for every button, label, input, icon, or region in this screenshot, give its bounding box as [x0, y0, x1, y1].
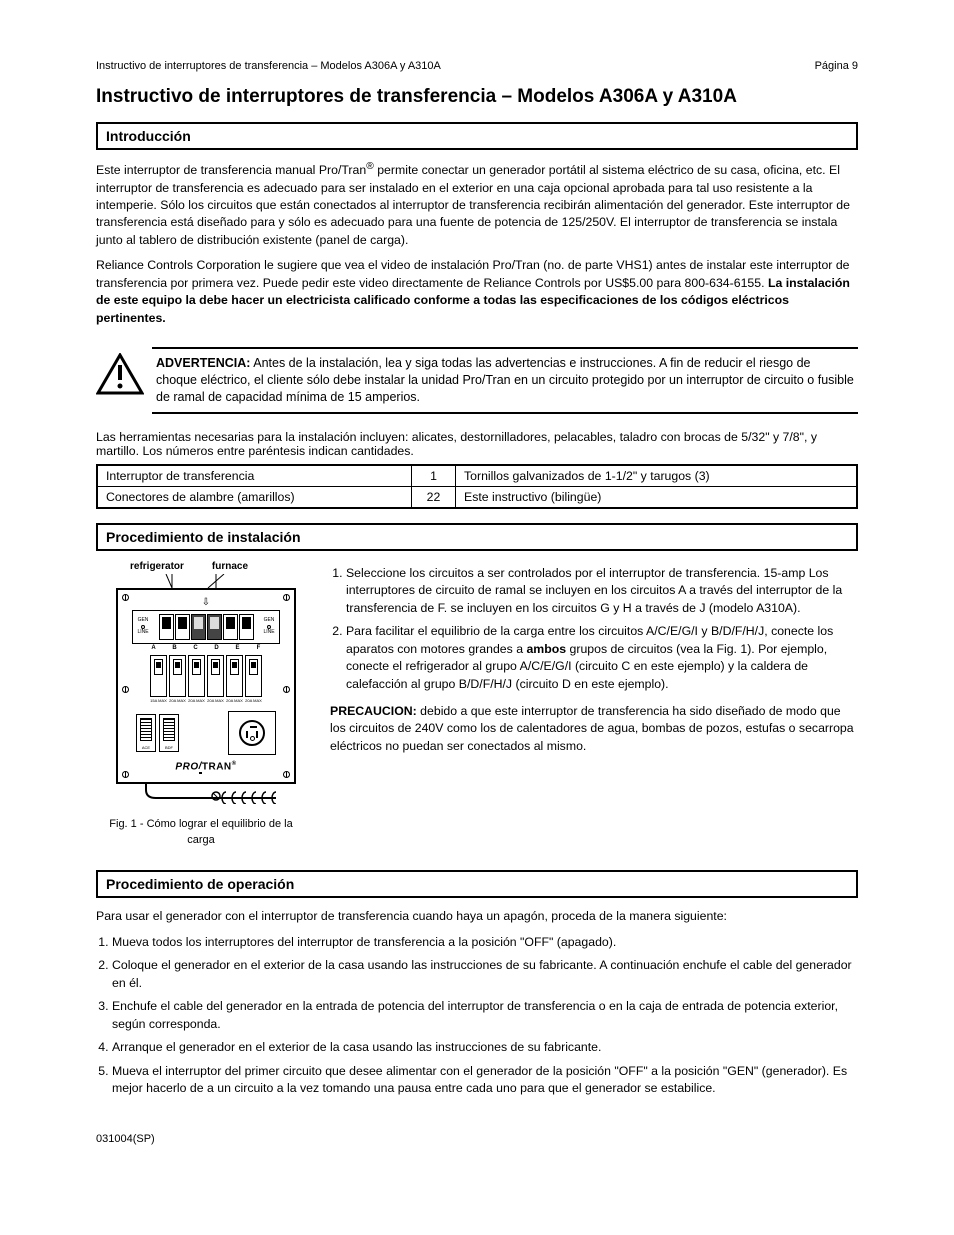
screw-icon — [122, 771, 129, 778]
switch — [159, 614, 174, 640]
breaker-row — [132, 655, 280, 697]
lower-row: ACE BDF — [136, 711, 276, 755]
screw-icon — [122, 594, 129, 601]
switch-row: GEN LINE GEN LIN — [132, 610, 280, 644]
figure-column: refrigerator furnace ⇩ — [96, 561, 306, 857]
header-left: Instructivo de interruptores de transfer… — [96, 60, 441, 72]
table-cell: Conectores de alambre (amarillos) — [97, 486, 412, 508]
intro-paragraph-1: Este interruptor de transferencia manual… — [96, 160, 858, 249]
label-refrigerator: refrigerator — [130, 561, 184, 572]
conduit-icon — [116, 782, 306, 809]
section-intro: Introducción — [96, 122, 858, 150]
label-furnace: furnace — [212, 561, 248, 572]
op-step: Enchufe el cable del generador en la ent… — [112, 998, 858, 1033]
install-text-column: Seleccione los circuitos a ser controlad… — [330, 561, 858, 857]
breaker — [226, 655, 243, 697]
brand-label: PRO/TRAN® — [126, 761, 286, 772]
screw-icon — [283, 686, 290, 693]
table-cell: Este instructivo (bilingüe) — [456, 486, 858, 508]
figure-row: refrigerator furnace ⇩ — [96, 561, 858, 857]
op-step: Coloque el generador en el exterior de l… — [112, 957, 858, 992]
switch — [239, 614, 254, 640]
meter: BDF — [159, 714, 179, 752]
header-right: Página 9 — [815, 60, 858, 72]
install-step-1: Seleccione los circuitos a ser controlad… — [346, 565, 858, 617]
leader-line-svg — [116, 574, 296, 588]
section-operation: Procedimiento de operación — [96, 870, 858, 898]
table-cell: Interruptor de transferencia — [97, 465, 412, 487]
table-row: Conectores de alambre (amarillos) 22 Est… — [97, 486, 857, 508]
intro-paragraph-2: Reliance Controls Corporation le sugiere… — [96, 257, 858, 327]
switch-letter-row: A B C D E F — [146, 645, 266, 651]
op-step: Arranque el generador en el exterior de … — [112, 1039, 858, 1056]
breaker-amp-row: 15A MAX 20A MAX 20A MAX 20A MAX 20A MAX … — [126, 699, 286, 703]
meter: ACE — [136, 714, 156, 752]
operation-intro: Para usar el generador con el interrupto… — [96, 908, 858, 925]
switch — [191, 614, 206, 640]
switch-side-left: GEN LINE — [136, 618, 150, 635]
section-install: Procedimiento de instalación — [96, 523, 858, 551]
power-inlet-icon — [239, 720, 265, 746]
switch — [207, 614, 222, 640]
install-steps: Seleccione los circuitos a ser controlad… — [330, 565, 858, 693]
meters: ACE BDF — [136, 714, 179, 752]
screw-icon — [283, 594, 290, 601]
breaker — [207, 655, 224, 697]
power-inlet-box — [228, 711, 276, 755]
figure-leader-labels: refrigerator furnace — [96, 561, 306, 572]
warning-text: ADVERTENCIA: Antes de la instalación, le… — [152, 347, 858, 414]
table-cell: 22 — [412, 486, 456, 508]
arrow-down-icon: ⇩ — [126, 598, 286, 608]
breaker — [188, 655, 205, 697]
switches-group — [159, 614, 254, 640]
breaker — [150, 655, 167, 697]
operation-steps: Mueva todos los interruptores del interr… — [96, 934, 858, 1098]
tools-text: Las herramientas necesarias para la inst… — [96, 430, 858, 458]
breaker — [245, 655, 262, 697]
transfer-switch-panel: ⇩ GEN LINE — [116, 588, 296, 784]
document-title: Instructivo de interruptores de transfer… — [96, 86, 858, 108]
checklist-table: Interruptor de transferencia 1 Tornillos… — [96, 464, 858, 509]
table-cell: Tornillos galvanizados de 1-1/2" y tarug… — [456, 465, 858, 487]
screw-icon — [122, 686, 129, 693]
page: Instructivo de interruptores de transfer… — [0, 0, 954, 1185]
footer-code: 031004(SP) — [96, 1133, 858, 1145]
table-row: Interruptor de transferencia 1 Tornillos… — [97, 465, 857, 487]
op-step: Mueva todos los interruptores del interr… — [112, 934, 858, 951]
switch — [175, 614, 190, 640]
install-step-2: Para facilitar el equilibrio de la carga… — [346, 623, 858, 693]
caution-block: PRECAUCION: debido a que este interrupto… — [330, 703, 858, 755]
breaker — [169, 655, 186, 697]
op-step: Mueva el interruptor del primer circuito… — [112, 1063, 858, 1098]
table-cell: 1 — [412, 465, 456, 487]
warning-icon — [96, 347, 152, 395]
figure-caption: Fig. 1 - Cómo lograr el equilibrio de la… — [96, 817, 306, 848]
warning-block: ADVERTENCIA: Antes de la instalación, le… — [96, 347, 858, 414]
switch-side-right: GEN LINE — [262, 618, 276, 635]
switch — [223, 614, 238, 640]
page-header: Instructivo de interruptores de transfer… — [96, 60, 858, 72]
screw-icon — [283, 771, 290, 778]
